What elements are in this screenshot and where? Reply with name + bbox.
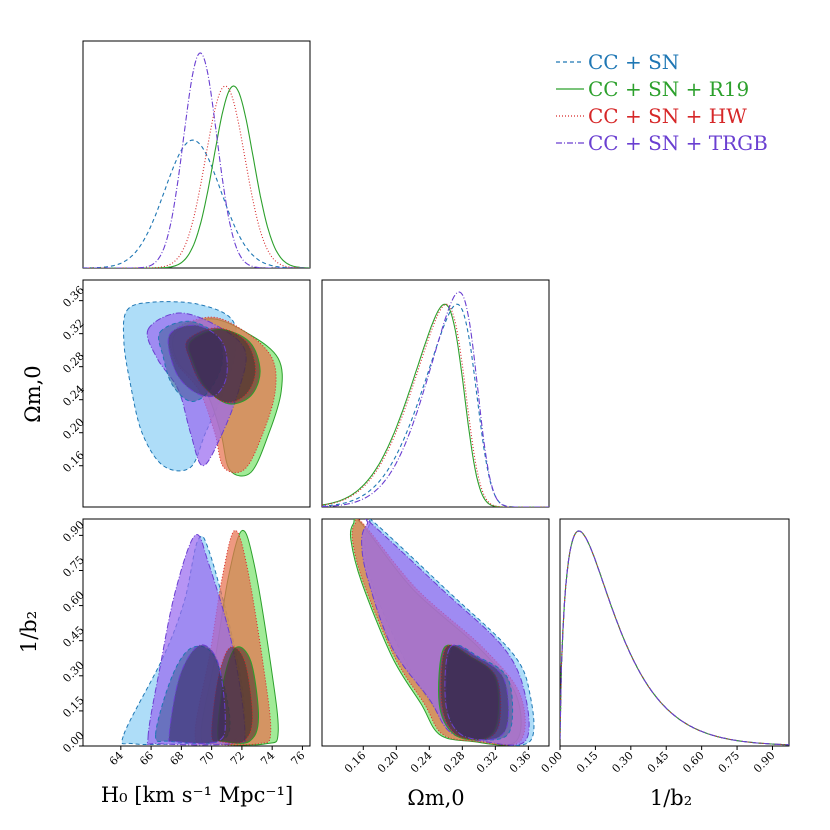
panel-frame-r1-c1 xyxy=(321,279,550,508)
x-tick-label-Om-1: 0.20 xyxy=(375,749,402,776)
x-tick-label-Om-0: 0.16 xyxy=(342,749,369,776)
marginal-b2-series-2 xyxy=(560,530,789,746)
x-tick-label-Om-5: 0.36 xyxy=(507,749,534,776)
legend-label-2: CC + SN + HW xyxy=(588,104,747,128)
axis-labels: H₀ [km s⁻¹ Mpc⁻¹] Ωm,0 1/b₂ Ωm,0 1/b₂ xyxy=(17,365,692,810)
marginal-panel-H0 xyxy=(83,52,310,268)
contour-panel-H0_b2 xyxy=(121,530,279,746)
marginal-b2-series-1 xyxy=(560,530,789,746)
contour-H0_Om-inner-series-3 xyxy=(167,324,228,398)
panel-frame-r2-c0 xyxy=(82,518,311,747)
legend-label-3: CC + SN + TRGB xyxy=(588,131,768,155)
x-tick-label-b2-1: 0.15 xyxy=(574,749,601,776)
x-tick-label-Om-2: 0.24 xyxy=(408,749,435,776)
contour-H0_b2-inner-series-3 xyxy=(168,644,226,744)
x-axis-label-b2: 1/b₂ xyxy=(650,786,692,810)
marginal-Om-series-1 xyxy=(322,303,549,507)
marginal-Om-series-3 xyxy=(322,291,549,507)
x-tick-label-H0-3: 70 xyxy=(198,749,217,768)
x-tick-label-H0-5: 74 xyxy=(258,749,277,768)
marginal-Om-series-2 xyxy=(322,303,549,507)
panel-frame-r0-c0 xyxy=(82,40,311,269)
panel-frame-r2-c2 xyxy=(559,518,790,747)
x-tick-label-b2-5: 0.75 xyxy=(716,749,743,776)
legend-label-0: CC + SN xyxy=(588,50,679,74)
x-tick-label-Om-3: 0.28 xyxy=(441,749,468,776)
legend-label-1: CC + SN + R19 xyxy=(588,77,749,101)
x-tick-label-b2-2: 0.30 xyxy=(609,749,636,776)
x-tick-label-H0-4: 72 xyxy=(228,749,247,768)
marginal-b2-series-3 xyxy=(560,530,789,746)
marginal-panel-b2 xyxy=(560,530,789,746)
x-axis-label-h0: H₀ [km s⁻¹ Mpc⁻¹] xyxy=(101,783,293,807)
y-axis-label-om: Ωm,0 xyxy=(21,365,45,422)
x-tick-label-b2-6: 0.90 xyxy=(751,749,778,776)
panel-frame-r1-c0 xyxy=(82,279,311,508)
marginal-panel-Om xyxy=(322,291,549,507)
x-tick-label-H0-0: 64 xyxy=(107,749,126,768)
panels xyxy=(82,40,790,747)
contour-panel-Om_b2 xyxy=(349,519,535,746)
marginal-H0-series-3 xyxy=(83,52,310,268)
marginal-H0-series-1 xyxy=(83,85,310,268)
x-tick-label-H0-1: 66 xyxy=(137,749,156,768)
contour-Om_b2-inner-series-3 xyxy=(444,644,509,741)
legend: CC + SN CC + SN + R19 CC + SN + HW CC + SN … xyxy=(556,50,768,155)
x-tick-label-H0-2: 68 xyxy=(167,749,186,768)
x-tick-label-H0-6: 76 xyxy=(288,749,307,768)
x-tick-label-b2-0: 0.00 xyxy=(539,749,566,776)
y-axis-label-b2: 1/b₂ xyxy=(17,611,41,653)
contour-panel-H0_Om xyxy=(122,301,283,477)
x-tick-label-b2-4: 0.60 xyxy=(680,749,707,776)
panel-frame-r2-c1 xyxy=(321,518,550,747)
marginal-Om-series-0 xyxy=(322,303,549,507)
marginal-b2-series-0 xyxy=(560,530,789,746)
x-tick-label-b2-3: 0.45 xyxy=(645,749,672,776)
x-axis-label-om: Ωm,0 xyxy=(407,786,464,810)
marginal-H0-series-2 xyxy=(83,85,310,268)
marginal-H0-series-0 xyxy=(83,139,310,268)
x-tick-label-Om-4: 0.32 xyxy=(474,749,501,776)
